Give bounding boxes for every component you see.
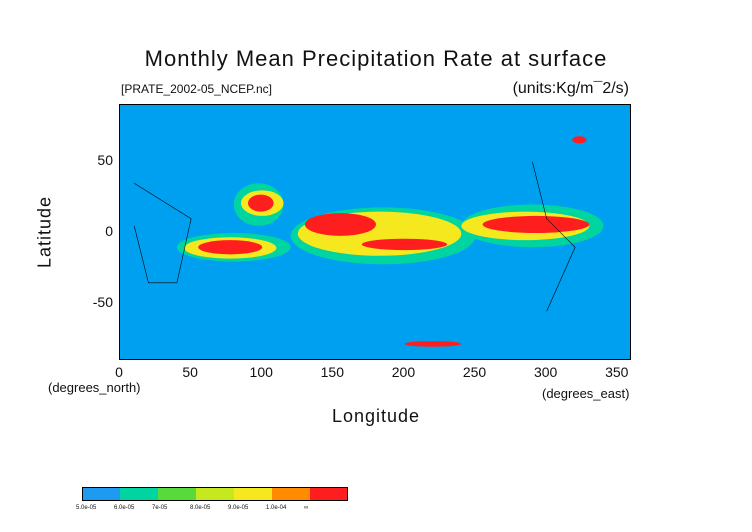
- plot-area: [119, 104, 631, 360]
- x-tick-label: 0: [115, 364, 123, 380]
- colorbar-label: 8.0e-05: [190, 505, 211, 511]
- file-label: [PRATE_2002-05_NCEP.nc]: [121, 82, 272, 96]
- y-unit-label: (degrees_north): [48, 380, 141, 395]
- x-tick-label: 250: [462, 364, 487, 380]
- colorbar-label: 6.0e-05: [114, 505, 135, 511]
- x-axis-label: Longitude: [331, 406, 421, 426]
- x-unit-label: (degrees_east): [542, 386, 630, 401]
- heavy-rain: [572, 136, 587, 144]
- chart-title: Monthly Mean Precipitation Rate at surfa…: [144, 46, 608, 71]
- coastline: [133, 161, 576, 312]
- heavy-rain: [361, 238, 448, 251]
- x-tick-label: 200: [391, 364, 416, 380]
- colorbar-label: 1.0e-04: [266, 505, 287, 511]
- colorbar-label: 5.0e-05: [76, 505, 97, 511]
- y-tick-label: 0: [105, 223, 113, 239]
- precip-map: [133, 136, 604, 347]
- colorbar-label: 7e-05: [152, 505, 168, 511]
- heavy-rain: [248, 194, 274, 212]
- x-tick-label: 50: [182, 364, 198, 380]
- x-tick-label: 300: [533, 364, 558, 380]
- heavy-rain: [482, 215, 590, 233]
- x-tick-label: 100: [249, 364, 273, 380]
- colorbar-label: 9.0e-05: [228, 505, 249, 511]
- colorbar-frame: [82, 487, 348, 501]
- x-tick-label: 350: [605, 364, 629, 380]
- heavy-rain: [304, 213, 376, 236]
- units-label: (units:Kg/m¯2/s): [512, 80, 629, 97]
- y-tick-label: 50: [97, 151, 113, 168]
- colorbar-label: ∞: [304, 505, 309, 511]
- y-axis-label: Latitude: [34, 195, 55, 269]
- heavy-rain: [198, 240, 263, 255]
- heavy-rain: [404, 341, 462, 347]
- colorbar-swatch: [310, 487, 348, 501]
- x-tick-label: 150: [320, 364, 344, 380]
- y-tick-label: -50: [92, 294, 113, 311]
